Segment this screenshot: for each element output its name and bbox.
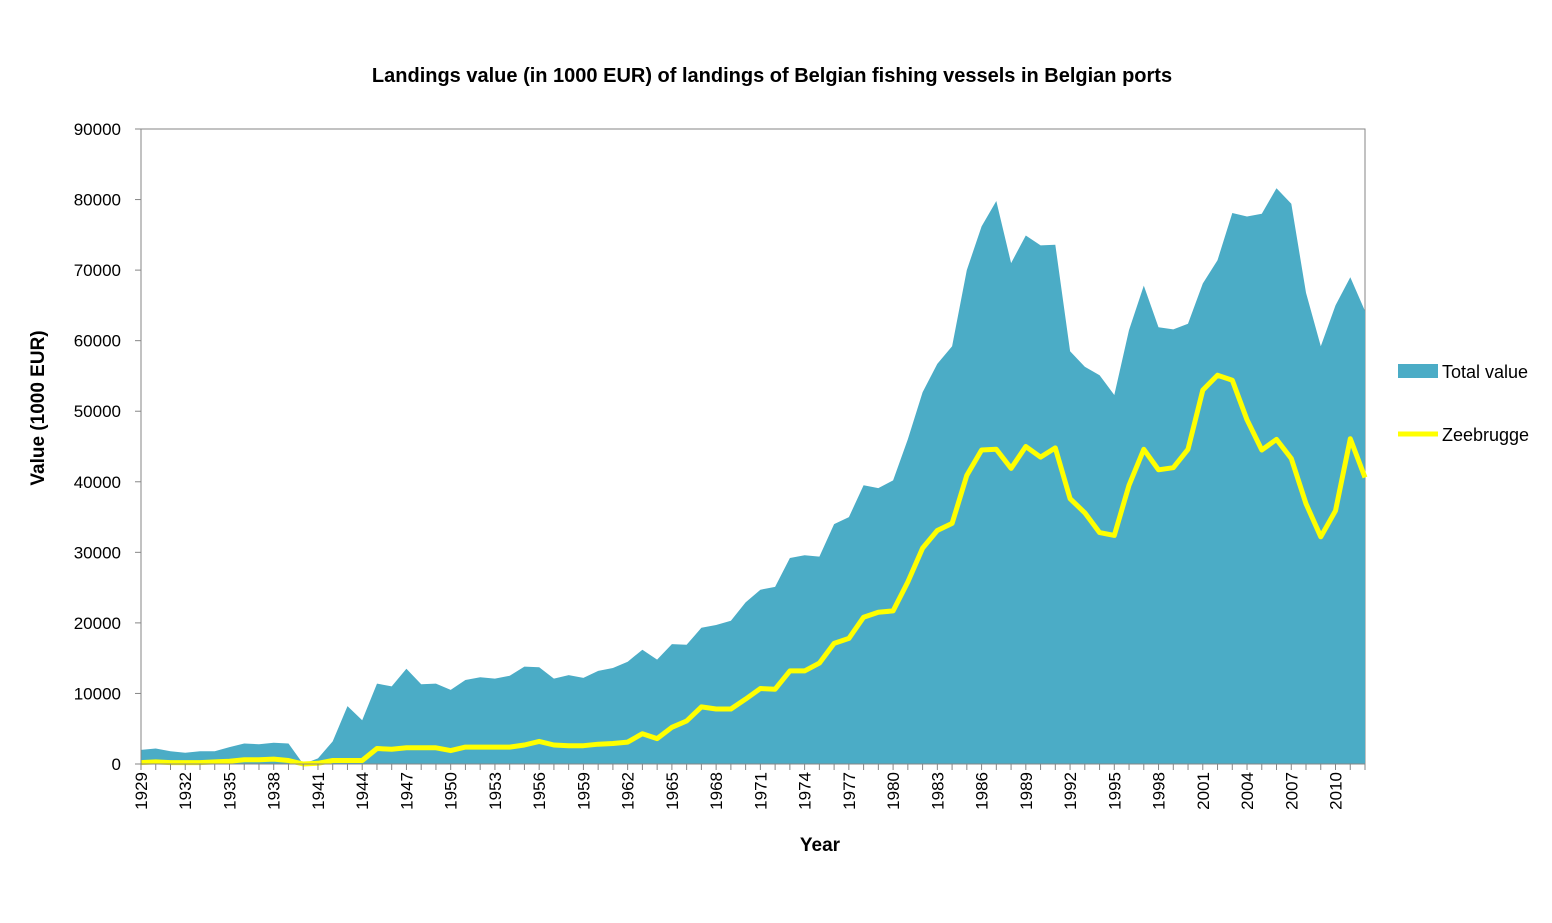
x-tick-label: 2010 — [1327, 772, 1346, 810]
x-tick-label: 1962 — [619, 772, 638, 810]
y-tick-label: 60000 — [74, 332, 121, 351]
x-tick-label: 1983 — [928, 772, 947, 810]
legend: Total value Zeebrugge — [1398, 362, 1529, 445]
x-tick-label: 1941 — [309, 772, 328, 810]
x-tick-label: 1950 — [442, 772, 461, 810]
x-tick-label: 2007 — [1282, 772, 1301, 810]
x-tick-label: 1959 — [574, 772, 593, 810]
y-tick-label: 30000 — [74, 543, 121, 562]
y-tick-label: 70000 — [74, 261, 121, 280]
x-tick-label: 1995 — [1105, 772, 1124, 810]
x-tick-label: 2001 — [1194, 772, 1213, 810]
y-tick-label: 0 — [112, 755, 121, 774]
x-tick-label: 1974 — [796, 772, 815, 810]
x-tick-label: 1932 — [176, 772, 195, 810]
x-tick-label: 1935 — [220, 772, 239, 810]
x-tick-label: 1980 — [884, 772, 903, 810]
x-tick-label: 1956 — [530, 772, 549, 810]
x-tick-label: 1953 — [486, 772, 505, 810]
x-tick-label: 1947 — [397, 772, 416, 810]
x-axis-label: Year — [800, 835, 841, 856]
x-tick-label: 1977 — [840, 772, 859, 810]
legend-label-zeebrugge: Zeebrugge — [1442, 425, 1529, 445]
x-tick-label: 1938 — [265, 772, 284, 810]
y-tick-label: 50000 — [74, 402, 121, 421]
x-tick-label: 1998 — [1150, 772, 1169, 810]
x-tick-label: 1944 — [353, 772, 372, 810]
legend-swatch-total-value — [1398, 364, 1438, 378]
plot-area — [140, 128, 1368, 767]
y-axis-ticks: 0 10000 20000 30000 40000 50000 60000 70000 8000… — [74, 120, 141, 774]
x-tick-label: 1968 — [707, 772, 726, 810]
y-tick-label: 20000 — [74, 614, 121, 633]
x-tick-label: 1989 — [1017, 772, 1036, 810]
x-tick-label: 1992 — [1061, 772, 1080, 810]
x-tick-label: 2004 — [1238, 772, 1257, 810]
y-tick-label: 10000 — [74, 684, 121, 703]
y-axis-label: Value (1000 EUR) — [28, 330, 49, 485]
y-tick-label: 40000 — [74, 473, 121, 492]
x-tick-label: 1965 — [663, 772, 682, 810]
series-area-total-value — [141, 188, 1365, 765]
x-tick-label: 1929 — [132, 772, 151, 810]
series-line-zeebrugge — [140, 372, 1368, 767]
x-tick-label: 1971 — [751, 772, 770, 810]
legend-label-total-value: Total value — [1442, 362, 1528, 382]
y-tick-label: 80000 — [74, 191, 121, 210]
y-tick-label: 90000 — [74, 120, 121, 139]
x-tick-label: 1986 — [973, 772, 992, 810]
chart-title: Landings value (in 1000 EUR) of landings… — [372, 65, 1172, 87]
x-axis-ticks: 1929 1932 1935 1938 1941 1944 1947 1950 1953 1956… — [132, 764, 1366, 810]
